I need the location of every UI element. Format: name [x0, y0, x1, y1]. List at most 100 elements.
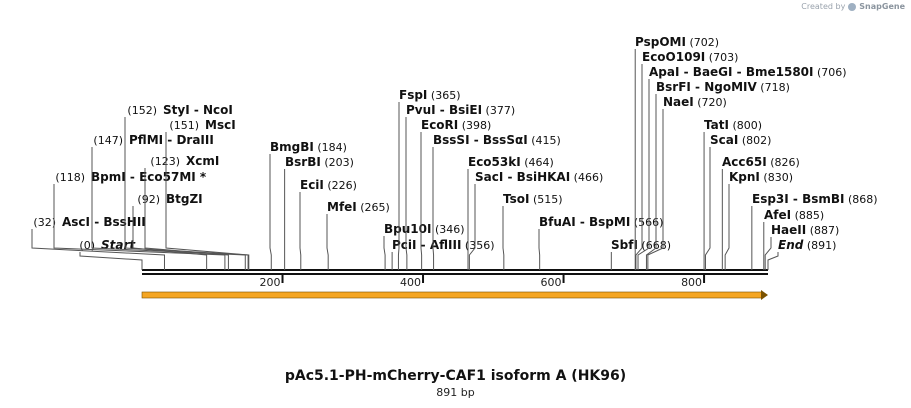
site-connector-end: [767, 252, 779, 270]
site-name-apai: Bme1580I: [746, 65, 814, 79]
site-name-separator: -: [691, 80, 704, 94]
site-name-apai: BaeGI: [693, 65, 733, 79]
site-position-styi: (152): [127, 104, 157, 117]
site-position-saci: (466): [574, 171, 604, 184]
plasmid-length: 891 bp: [436, 386, 475, 399]
site-connector-bpu10i: [383, 236, 386, 270]
site-connector-bpmi: [53, 184, 226, 270]
credit-brand: SnapGene: [859, 2, 905, 11]
site-position-msci: (151): [169, 119, 199, 132]
site-name-ecoo109i: EcoO109I: [642, 50, 705, 64]
site-name-bsrfi: NgoMIV: [704, 80, 757, 94]
site-name-ecii: EciI: [300, 178, 324, 192]
site-name-separator: -: [679, 65, 692, 79]
site-name-separator: -: [503, 170, 516, 184]
site-name-fspi: FspI: [399, 88, 427, 102]
site-position-ecori: (398): [462, 119, 492, 132]
site-position-end: (891): [807, 239, 837, 252]
site-position-xcmi: (123): [150, 155, 180, 168]
site-name-separator: -: [470, 133, 483, 147]
site-label-btgzi: BtgZI: [166, 192, 203, 206]
site-connector-styi: [124, 117, 250, 270]
site-name-separator: -: [436, 103, 449, 117]
site-connector-apai: [637, 79, 650, 270]
site-position-ecii: (226): [327, 179, 357, 192]
site-name-msci: MscI: [205, 118, 236, 132]
site-position-naei: (720): [697, 96, 727, 109]
site-label-bsrbi: BsrBI (203): [285, 155, 354, 169]
site-name-bpmi: BpmI: [91, 170, 126, 184]
feature-arrow-body: [141, 291, 763, 299]
site-label-saci: SacI - BsiHKAI (466): [475, 170, 603, 184]
site-label-bsrfi: BsrFI - NgoMIV (718): [656, 80, 790, 94]
site-name-pflmi: DraIII: [176, 133, 213, 147]
site-position-haeii: (887): [810, 224, 840, 237]
site-name-pvui: BsiEI: [449, 103, 482, 117]
site-label-bmgbi: BmgBI (184): [270, 140, 347, 154]
site-name-pvui: PvuI: [406, 103, 436, 117]
site-label-pspomi: PspOMI (702): [635, 35, 719, 49]
site-name-scai: ScaI: [710, 133, 738, 147]
site-name-btgzi: BtgZI: [166, 192, 203, 206]
site-label-styi: StyI - NcoI: [163, 103, 233, 117]
site-label-fspi: FspI (365): [399, 88, 461, 102]
site-name-kpni: KpnI: [729, 170, 760, 184]
site-label-apai: ApaI - BaeGI - Bme1580I (706): [649, 65, 847, 79]
site-name-end: End: [778, 238, 804, 252]
site-position-asci: (32): [33, 216, 56, 229]
site-name-separator: -: [190, 103, 203, 117]
site-connector-bsrfi: [645, 94, 657, 270]
feature-arrow-head: [761, 290, 768, 300]
site-position-bsrbi: (203): [324, 156, 354, 169]
site-position-bsrfi: (718): [760, 81, 790, 94]
site-label-ecii: EciI (226): [300, 178, 357, 192]
site-name-separator: -: [417, 238, 430, 252]
site-label-pvui: PvuI - BsiEI (377): [406, 103, 515, 117]
site-connector-tsoi: [502, 206, 505, 270]
site-name-ecori: EcoRI: [421, 118, 458, 132]
site-label-scai: ScaI (802): [710, 133, 771, 147]
site-label-bsssi: BssSI - BssSαI (415): [433, 133, 561, 147]
site-name-saci: BsiHKAI: [517, 170, 571, 184]
site-name-asci: AscI: [62, 215, 90, 229]
site-position-bmgbi: (184): [317, 141, 347, 154]
site-label-haeii: HaeII (887): [771, 223, 839, 237]
site-name-separator: -: [163, 133, 176, 147]
site-connector-haeii: [764, 237, 772, 270]
site-connector-bmgbi: [269, 154, 272, 270]
site-connector-asci: [31, 229, 165, 270]
site-label-mfei: MfeI (265): [327, 200, 390, 214]
site-position-mfei: (265): [360, 201, 390, 214]
site-name-acc65i: Acc65I: [722, 155, 767, 169]
site-name-mfei: MfeI: [327, 200, 357, 214]
site-connector-mfei: [326, 214, 329, 270]
site-name-pcii: AflIII: [430, 238, 462, 252]
site-name-naei: NaeI: [663, 95, 694, 109]
site-connector-naei: [647, 109, 664, 270]
site-name-bsssi: BssSI: [433, 133, 470, 147]
site-name-pspomi: PspOMI: [635, 35, 686, 49]
site-name-haeii: HaeII: [771, 223, 806, 237]
site-position-apai: (706): [817, 66, 847, 79]
site-connector-ecoo109i: [635, 64, 643, 270]
site-label-eco53ki: Eco53kI (464): [468, 155, 554, 169]
ruler-tick-label: 800: [681, 276, 702, 289]
site-name-xcmi: XcmI: [186, 154, 219, 168]
site-name-bsrfi: BsrFI: [656, 80, 691, 94]
site-connector-ecori: [420, 132, 423, 270]
ruler-tick-label: 400: [400, 276, 421, 289]
site-position-acc65i: (826): [770, 156, 800, 169]
credit-prefix: Created by: [801, 2, 846, 11]
site-name-separator: -: [576, 215, 589, 229]
site-name-styi: StyI: [163, 103, 190, 117]
site-position-bpu10i: (346): [435, 223, 465, 236]
site-position-afei: (885): [795, 209, 825, 222]
site-label-msci: MscI: [205, 118, 236, 132]
site-label-afei: AfeI (885): [764, 208, 824, 222]
site-name-apai: ApaI: [649, 65, 679, 79]
site-name-separator: -: [789, 192, 802, 206]
site-position-tsoi: (515): [533, 193, 563, 206]
site-name-separator: -: [90, 215, 103, 229]
site-connector-saci: [468, 184, 476, 270]
site-position-btgzi: (92): [137, 193, 160, 206]
